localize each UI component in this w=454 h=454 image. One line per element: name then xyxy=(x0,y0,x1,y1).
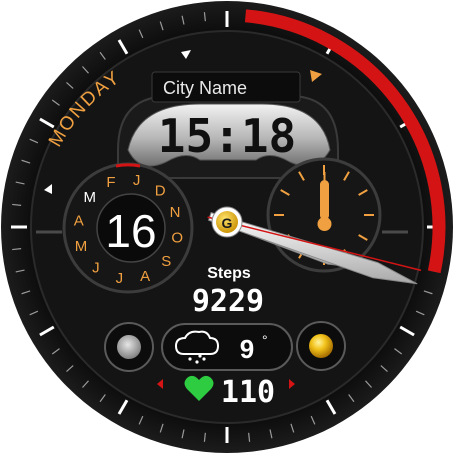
steps-value: 9229 xyxy=(192,284,264,319)
minute-tick xyxy=(380,365,388,372)
date-window xyxy=(96,193,166,263)
thermo-tick xyxy=(298,171,305,181)
minute-tick xyxy=(51,99,60,106)
minute-tick xyxy=(248,432,251,442)
minute-tick xyxy=(29,138,39,144)
second-hand xyxy=(207,216,422,272)
hour-tick xyxy=(325,399,337,415)
hour-tick xyxy=(39,117,55,129)
thermometer-icon xyxy=(317,172,332,231)
bezel-marker-top xyxy=(181,50,191,59)
minute-tick xyxy=(12,203,22,206)
minute-tick xyxy=(181,15,185,25)
city-name-box[interactable] xyxy=(151,71,301,103)
minute-tick xyxy=(290,423,295,433)
month-letter: M xyxy=(75,238,88,255)
digital-time: 15:18 xyxy=(158,109,296,163)
minute-tick xyxy=(269,429,273,439)
thermo-tick xyxy=(358,234,368,241)
heart-icon xyxy=(184,375,214,401)
hour-tick xyxy=(39,325,55,337)
minute-tick xyxy=(138,415,144,425)
minute-tick xyxy=(348,394,355,403)
city-name: City Name xyxy=(163,78,247,98)
minute-tick xyxy=(66,82,74,89)
month-letter: A xyxy=(140,268,150,285)
minute-tick xyxy=(394,348,403,355)
minute-tick xyxy=(15,269,25,273)
month-letter: D xyxy=(155,183,166,200)
minute-tick xyxy=(365,380,372,388)
hour-tick xyxy=(117,399,129,415)
minute-tick xyxy=(82,66,89,74)
steps-label: Steps xyxy=(207,265,251,282)
weather-temp: 9 xyxy=(240,334,254,364)
bezel-marker-right xyxy=(310,70,322,82)
minute-tick xyxy=(15,181,25,185)
month-letter: J xyxy=(116,270,124,287)
thermo-tick xyxy=(280,189,290,196)
thermo-tick xyxy=(358,189,368,196)
weather-degree: ° xyxy=(262,332,268,348)
month-letter: F xyxy=(106,174,115,191)
current-month-indicator xyxy=(115,163,141,168)
date-day: 16 xyxy=(105,205,156,257)
minute-tick xyxy=(21,290,31,295)
minute-tick xyxy=(159,423,164,433)
minute-tick xyxy=(138,29,144,39)
month-letter: O xyxy=(171,230,183,247)
month-letter: M xyxy=(83,189,96,206)
month-letter: J xyxy=(133,172,141,189)
month-letter: A xyxy=(74,212,84,229)
heart-rate-value: 110 xyxy=(221,375,275,410)
minute-tick xyxy=(203,432,206,442)
minute-tick xyxy=(29,310,39,316)
center-logo-letter: G xyxy=(222,215,233,231)
month-letter: N xyxy=(170,204,181,221)
minute-tick xyxy=(99,394,106,403)
moon-phase-icon xyxy=(117,335,141,359)
minute-tick xyxy=(181,429,185,439)
hour-tick xyxy=(117,39,129,55)
minute-tick xyxy=(423,290,433,295)
battery-arc xyxy=(244,9,446,274)
minute-tick xyxy=(415,310,425,316)
month-letter: S xyxy=(161,253,171,270)
minute-tick xyxy=(51,348,60,355)
sun-icon xyxy=(309,334,333,358)
minute-tick xyxy=(203,12,206,22)
thermo-tick xyxy=(343,171,350,181)
minute-tick xyxy=(66,365,74,372)
weather-cloud-rain-icon xyxy=(174,330,220,364)
minute-tick xyxy=(310,415,316,425)
minute-tick xyxy=(159,21,164,31)
month-letter: J xyxy=(92,259,100,276)
minute-tick xyxy=(82,380,89,388)
hr-left-arrow xyxy=(157,379,163,389)
hour-tick xyxy=(399,325,415,337)
minute-tick xyxy=(12,248,22,251)
weather-pill[interactable] xyxy=(161,323,293,371)
minute-tick xyxy=(21,159,31,164)
analog-hands xyxy=(207,212,422,285)
hr-right-arrow xyxy=(289,379,295,389)
bezel-marker-left xyxy=(44,184,52,194)
center-logo-icon xyxy=(216,211,238,233)
minute-tick xyxy=(99,51,106,60)
